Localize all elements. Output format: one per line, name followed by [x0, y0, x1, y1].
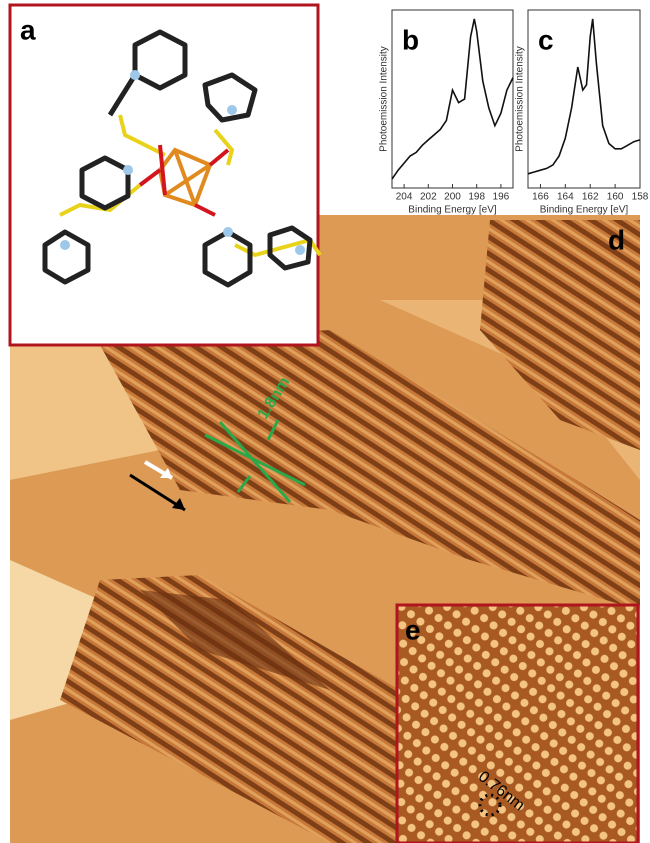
panel-label: a	[20, 14, 36, 45]
molecule-panel	[10, 5, 320, 345]
x-tick-label: 198	[468, 192, 485, 203]
panel-label: d	[608, 224, 625, 255]
x-tick-label: 204	[396, 192, 413, 203]
x-tick-label: 200	[444, 192, 461, 203]
x-tick-label: 164	[557, 192, 574, 203]
x-tick-label: 196	[493, 192, 510, 203]
x-axis-label: Binding Energy [eV]	[408, 205, 497, 216]
x-tick-label: 166	[532, 192, 549, 203]
x-tick-label: 158	[632, 192, 649, 203]
y-axis-label: Photoemission Intensity	[515, 46, 526, 152]
panel-label: e	[405, 614, 421, 645]
x-axis-label: Binding Energy [eV]	[540, 205, 629, 216]
y-axis-label: Photoemission Intensity	[379, 46, 390, 152]
panel-label: c	[538, 24, 554, 55]
x-tick-label: 162	[582, 192, 599, 203]
figure: 1.8nm d e 0.76nm	[0, 0, 650, 843]
x-tick-label: 202	[420, 192, 437, 203]
x-tick-label: 160	[607, 192, 624, 203]
panel-label: b	[402, 24, 419, 55]
